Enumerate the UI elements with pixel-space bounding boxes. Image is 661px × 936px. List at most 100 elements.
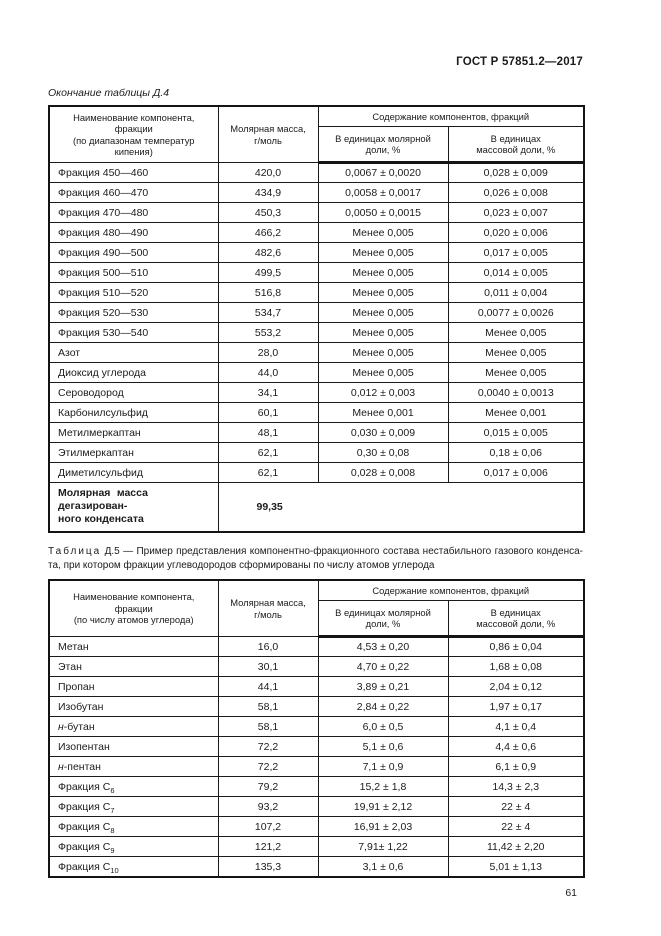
table-row: Фракция 510—520 516,8 Менее 0,005 0,011 … <box>48 282 585 303</box>
table-row: Пропан 44,1 3,89 ± 0,21 2,04 ± 0,12 <box>48 676 585 697</box>
molar-mass-cell: 466,2 <box>217 222 319 243</box>
mass-fraction-cell: 1,97 ± 0,17 <box>447 696 585 717</box>
molar-mass-cell: 534,7 <box>217 302 319 323</box>
component-name-cell: Изобутан <box>48 696 219 717</box>
molar-mass-cell: 16,0 <box>217 636 319 657</box>
table-row: Фракция 530—540 553,2 Менее 0,005 Менее … <box>48 322 585 343</box>
molar-mass-cell: 28,0 <box>217 342 319 363</box>
table-row: Фракция С7 93,2 19,91 ± 2,12 22 ± 4 <box>48 796 585 817</box>
mass-fraction-cell: 4,4 ± 0,6 <box>447 736 585 757</box>
mass-fraction-cell: 22 ± 4 <box>447 816 585 837</box>
component-name-cell: Фракция С8 <box>48 816 219 837</box>
molar-mass-cell: 62,1 <box>217 442 319 463</box>
molar-mass-cell: 482,6 <box>217 242 319 263</box>
table-d4: Наименование компонента, фракции (по диа… <box>48 105 585 533</box>
table-row: Карбонилсульфид 60,1 Менее 0,001 Менее 0… <box>48 402 585 423</box>
component-name-cell: Фракция 480—490 <box>48 222 219 243</box>
document-title: ГОСТ Р 57851.2—2017 <box>456 56 583 68</box>
component-name-cell: Азот <box>48 342 219 363</box>
molar-fraction-cell: 6,0 ± 0,5 <box>317 716 449 737</box>
component-name-cell: Фракция С7 <box>48 796 219 817</box>
molar-fraction-cell: Менее 0,005 <box>317 362 449 383</box>
molar-mass-cell: 44,1 <box>217 676 319 697</box>
table-d5-header-row-2: В единицах молярной доли, % В единицах м… <box>49 600 585 638</box>
molar-fraction-cell: 2,84 ± 0,22 <box>317 696 449 717</box>
mass-fraction-cell: 0,18 ± 0,06 <box>447 442 585 463</box>
molar-mass-cell: 516,8 <box>217 282 319 303</box>
mass-fraction-cell: 0,026 ± 0,008 <box>447 182 585 203</box>
table-row: Фракция С9 121,2 7,91± 1,22 11,42 ± 2,20 <box>48 836 585 857</box>
mass-fraction-cell: 22 ± 4 <box>447 796 585 817</box>
molar-fraction-cell: 0,028 ± 0,008 <box>317 462 449 483</box>
table-row: Метилмеркаптан 48,1 0,030 ± 0,009 0,015 … <box>48 422 585 443</box>
molar-fraction-cell: Менее 0,005 <box>317 282 449 303</box>
table-row: Метан 16,0 4,53 ± 0,20 0,86 ± 0,04 <box>48 636 585 657</box>
molar-fraction-cell: 15,2 ± 1,8 <box>317 776 449 797</box>
table-d4-header-row-1: Наименование компонента, фракции (по диа… <box>48 105 585 163</box>
mass-fraction-cell: 0,014 ± 0,005 <box>447 262 585 283</box>
molar-mass-cell: 121,2 <box>217 836 319 857</box>
table-row: н-бутан 58,1 6,0 ± 0,5 4,1 ± 0,4 <box>48 716 585 737</box>
page-number: 61 <box>565 887 577 899</box>
molar-fraction-cell: 3,1 ± 0,6 <box>317 856 449 878</box>
molar-mass-cell: 30,1 <box>217 656 319 677</box>
component-name-cell: Фракция 510—520 <box>48 282 219 303</box>
column-header-component: Наименование компонента, фракции (по диа… <box>48 105 219 163</box>
table-row: Фракция 480—490 466,2 Менее 0,005 0,020 … <box>48 222 585 243</box>
component-name-cell: н-бутан <box>48 716 219 737</box>
table-row: Изобутан 58,1 2,84 ± 0,22 1,97 ± 0,17 <box>48 696 585 717</box>
mass-fraction-cell: 0,017 ± 0,005 <box>447 242 585 263</box>
molar-mass-cell: 107,2 <box>217 816 319 837</box>
molar-mass-cell: 553,2 <box>217 322 319 343</box>
molar-fraction-cell: 5,1 ± 0,6 <box>317 736 449 757</box>
column-header-molar-fraction: В единицах молярной доли, % <box>317 126 449 164</box>
molar-mass-cell: 72,2 <box>217 736 319 757</box>
column-header-molar-mass: Молярная масса, г/моль <box>217 579 319 637</box>
component-name-cell: Метилмеркаптан <box>48 422 219 443</box>
mass-fraction-cell: 0,017 ± 0,006 <box>447 462 585 483</box>
component-name-cell: Пропан <box>48 676 219 697</box>
table-d5-caption: Таблица Д.5 — Пример представления компо… <box>48 545 583 572</box>
molar-mass-cell: 420,0 <box>217 162 319 183</box>
table-row: Фракция С10 135,3 3,1 ± 0,6 5,01 ± 1,13 <box>48 856 585 878</box>
molar-fraction-cell: 0,030 ± 0,009 <box>317 422 449 443</box>
table-d4-summary-row: Молярная масса дегазирован- ного конденс… <box>48 482 585 533</box>
molar-mass-cell: 60,1 <box>217 402 319 423</box>
molar-fraction-cell: Менее 0,005 <box>317 242 449 263</box>
mass-fraction-cell: 0,86 ± 0,04 <box>447 636 585 657</box>
mass-fraction-cell: 11,42 ± 2,20 <box>447 836 585 857</box>
mass-fraction-cell: 6,1 ± 0,9 <box>447 756 585 777</box>
component-name-cell: Сероводород <box>48 382 219 403</box>
molar-fraction-cell: 0,0058 ± 0,0017 <box>317 182 449 203</box>
component-name-cell: Диоксид углерода <box>48 362 219 383</box>
table-row: Фракция 500—510 499,5 Менее 0,005 0,014 … <box>48 262 585 283</box>
table-row: Этан 30,1 4,70 ± 0,22 1,68 ± 0,08 <box>48 656 585 677</box>
molar-fraction-cell: 7,1 ± 0,9 <box>317 756 449 777</box>
mass-fraction-cell: Менее 0,005 <box>447 342 585 363</box>
mass-fraction-cell: 1,68 ± 0,08 <box>447 656 585 677</box>
component-name-cell: Фракция 490—500 <box>48 242 219 263</box>
column-header-mass-fraction: В единицах массовой доли, % <box>447 126 585 164</box>
component-name-cell: Этан <box>48 656 219 677</box>
mass-fraction-cell: 0,0040 ± 0,0013 <box>447 382 585 403</box>
molar-mass-cell: 499,5 <box>217 262 319 283</box>
component-name-cell: Фракция С6 <box>48 776 219 797</box>
column-header-component: Наименование компонента, фракции (по чис… <box>48 579 219 637</box>
mass-fraction-cell: 0,028 ± 0,009 <box>447 162 585 183</box>
table-row: Изопентан 72,2 5,1 ± 0,6 4,4 ± 0,6 <box>48 736 585 757</box>
component-name-cell: Фракция С9 <box>48 836 219 857</box>
molar-mass-cell: 62,1 <box>217 462 319 483</box>
table-d5-body: Метан 16,0 4,53 ± 0,20 0,86 ± 0,04 Этан … <box>48 636 585 878</box>
molar-fraction-cell: 16,91 ± 2,03 <box>317 816 449 837</box>
component-name-cell: Метан <box>48 636 219 657</box>
summary-label: Молярная масса дегазирован- ного конденс… <box>48 482 219 533</box>
component-name-cell: Фракция 450—460 <box>48 162 219 183</box>
mass-fraction-cell: 4,1 ± 0,4 <box>447 716 585 737</box>
table-d4-continuation-caption: Окончание таблицы Д.4 <box>48 87 170 99</box>
mass-fraction-cell: Менее 0,001 <box>447 402 585 423</box>
table-row: Фракция 490—500 482,6 Менее 0,005 0,017 … <box>48 242 585 263</box>
column-header-content-group: Содержание компонентов, фракций <box>317 105 585 127</box>
component-name-cell: Диметилсульфид <box>48 462 219 483</box>
component-name-cell: Карбонилсульфид <box>48 402 219 423</box>
